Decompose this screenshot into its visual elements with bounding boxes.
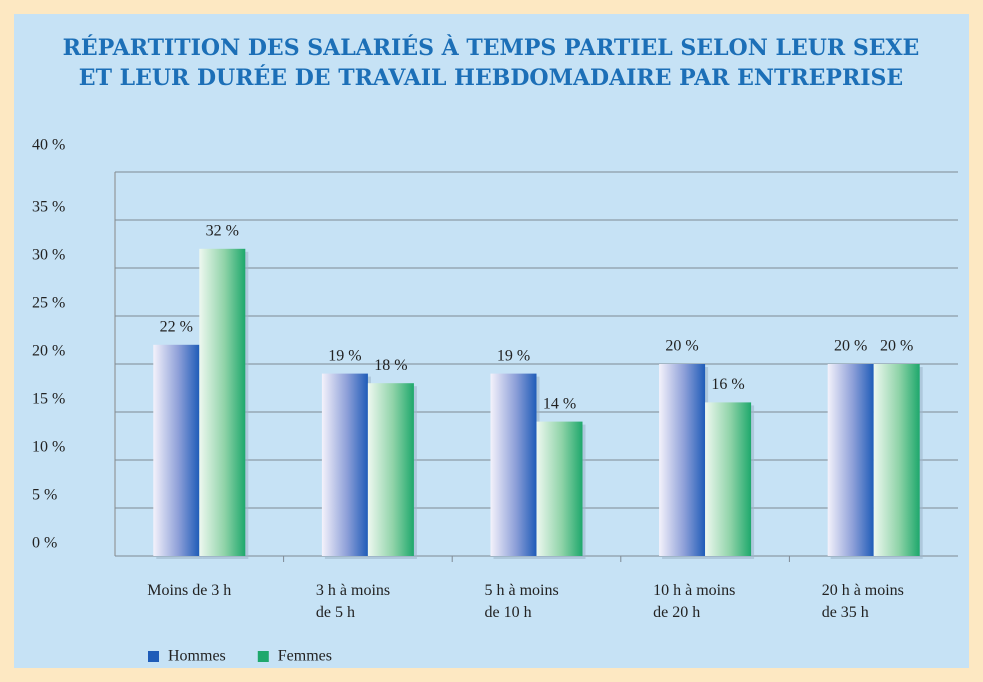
- bar: [199, 248, 246, 557]
- y-tick-label: 10 %: [32, 439, 65, 456]
- x-tick-label: 20 h à moins de 35 h: [821, 582, 904, 621]
- y-tick-label: 25 %: [32, 295, 65, 312]
- value-label: 22 %: [160, 318, 193, 335]
- legend-label: Femmes: [278, 648, 332, 665]
- value-label: 19 %: [497, 347, 530, 364]
- chart-title: RÉPARTITION DES SALARIÉS À TEMPS PARTIEL…: [63, 34, 920, 91]
- bar: [321, 373, 368, 556]
- value-label: 18 %: [374, 357, 407, 374]
- bar: [536, 421, 583, 556]
- y-tick-label: 30 %: [32, 247, 65, 264]
- x-tick-label: 10 h à moins de 20 h: [653, 582, 736, 621]
- y-tick-label: 0 %: [32, 535, 57, 552]
- bar: [873, 364, 920, 556]
- y-tick-label: 40 %: [32, 137, 65, 154]
- value-label: 20 %: [880, 338, 913, 355]
- y-tick-label: 35 %: [32, 199, 65, 216]
- value-label: 20 %: [665, 338, 698, 355]
- legend-swatch: [148, 651, 159, 662]
- x-tick-label: Moins de 3 h: [147, 582, 232, 599]
- value-label: 14 %: [543, 395, 576, 412]
- bar: [367, 383, 414, 556]
- bar: [153, 344, 200, 556]
- value-label: 16 %: [711, 376, 744, 393]
- legend-label: Hommes: [168, 648, 226, 665]
- y-tick-label: 5 %: [32, 487, 57, 504]
- value-label: 32 %: [206, 222, 239, 239]
- y-tick-label: 15 %: [32, 391, 65, 408]
- legend-swatch: [257, 651, 269, 662]
- bar: [827, 364, 874, 556]
- x-tick-label: 5 h à moins de 10 h: [484, 582, 559, 621]
- x-tick-label: 3 h à moins de 5 h: [315, 582, 391, 621]
- y-tick-label: 20 %: [32, 343, 65, 360]
- value-label: 19 %: [328, 347, 361, 364]
- bar: [705, 402, 752, 556]
- panel: [14, 14, 969, 668]
- bar: [659, 364, 706, 556]
- bar: [490, 373, 537, 556]
- value-label: 20 %: [834, 338, 867, 355]
